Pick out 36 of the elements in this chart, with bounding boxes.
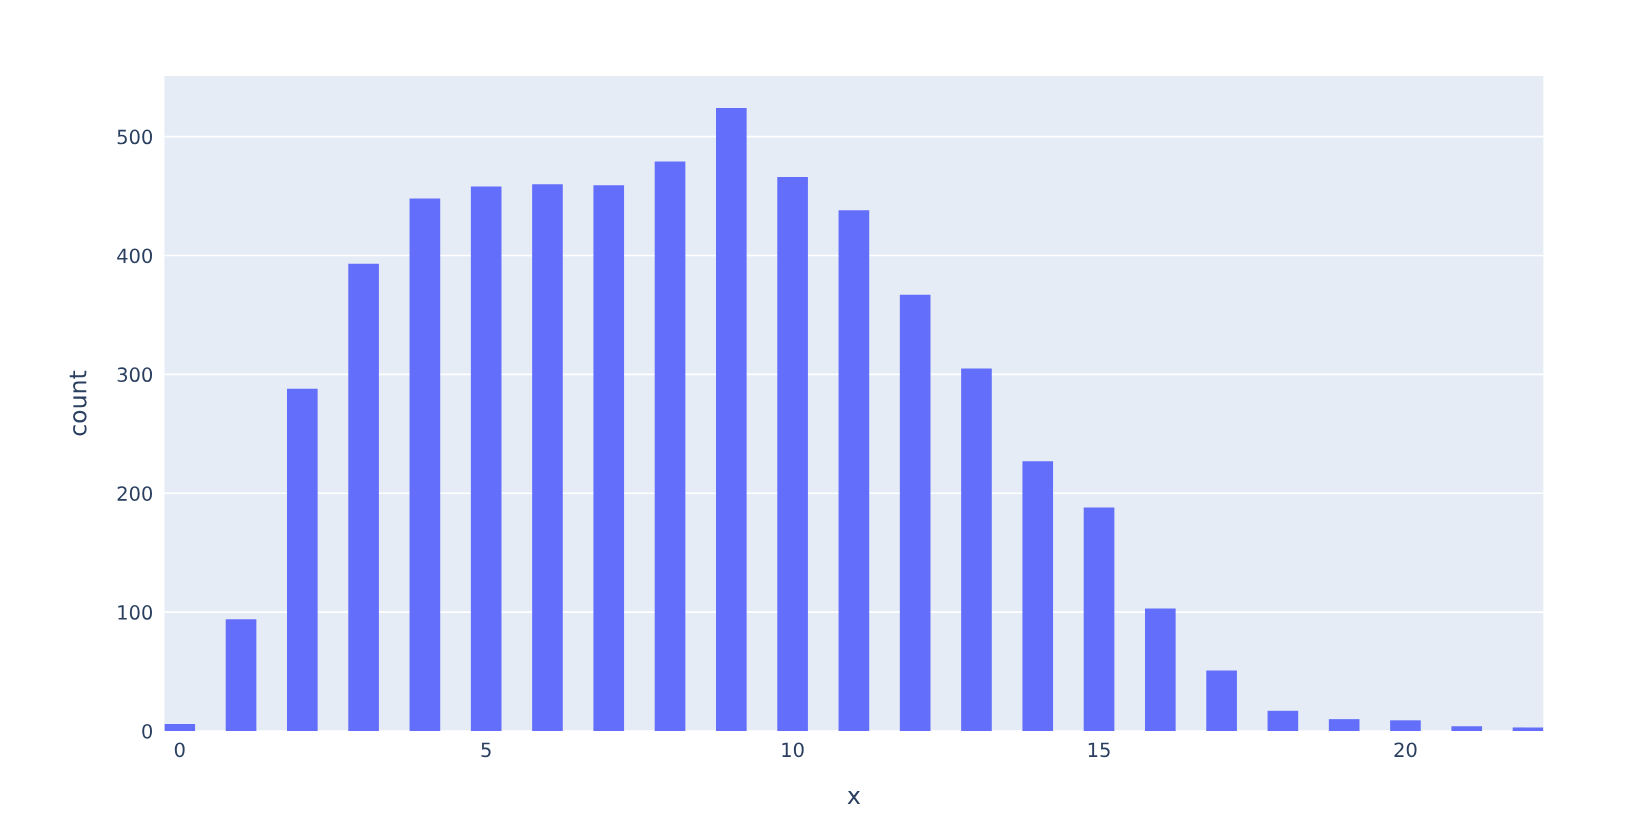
y-tick-label: 300 xyxy=(117,367,153,383)
bar xyxy=(1083,507,1115,732)
x-tick-label: 0 xyxy=(174,742,185,758)
y-tick-label: 200 xyxy=(117,486,153,501)
bar xyxy=(654,161,686,732)
bar xyxy=(899,294,931,732)
x-tick-label: 15 xyxy=(1088,742,1110,758)
bar xyxy=(838,210,870,732)
bar xyxy=(532,184,563,732)
bar xyxy=(1206,670,1237,732)
bar xyxy=(409,198,441,732)
y-tick-label: 100 xyxy=(118,605,153,620)
x-tick-label: 10 xyxy=(782,742,804,758)
bar xyxy=(593,185,625,732)
y-tick-label: 400 xyxy=(117,248,153,264)
bar xyxy=(1451,726,1483,732)
bar xyxy=(1512,727,1544,732)
y-tick-label: 500 xyxy=(117,129,153,145)
bar xyxy=(470,186,502,732)
bar xyxy=(225,619,257,732)
y-axis-title: count xyxy=(69,370,87,436)
bar xyxy=(1390,720,1421,732)
bar xyxy=(348,263,379,732)
y-tick-label: 0 xyxy=(142,723,153,739)
bar xyxy=(961,368,992,732)
bar xyxy=(715,108,747,732)
bar xyxy=(1328,719,1360,732)
bar xyxy=(164,723,196,732)
bar xyxy=(287,388,318,732)
bar xyxy=(1144,608,1176,732)
bar xyxy=(1022,461,1054,732)
x-tick-label: 20 xyxy=(1394,742,1417,758)
bar xyxy=(777,177,808,732)
bar xyxy=(1267,710,1299,732)
x-axis-title: x xyxy=(847,790,861,804)
x-tick-label: 5 xyxy=(481,742,491,758)
